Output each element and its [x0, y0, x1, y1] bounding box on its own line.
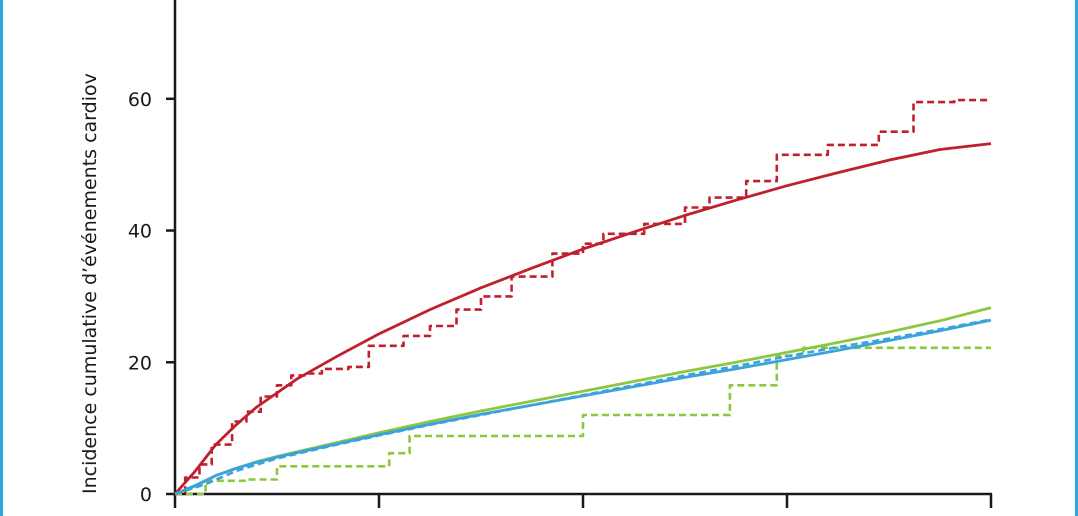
- y-axis-title: Incidence cumulative d’événements cardio…: [79, 73, 101, 494]
- y-tick-label: 40: [128, 221, 152, 243]
- series-line-3-solid: [174, 306, 992, 496]
- series-line-1-solid: [173, 142, 992, 495]
- y-tick-label: 0: [140, 484, 152, 506]
- series-line-6-dashed: [174, 318, 992, 496]
- axes: 0 20 40 60: [128, 0, 993, 508]
- series-line-2-dashed: [175, 98, 991, 496]
- series-line-4-dashed: [175, 346, 991, 496]
- y-tick-label: 60: [128, 89, 152, 111]
- series-group: [173, 98, 992, 496]
- y-tick-label: 20: [128, 352, 152, 374]
- chart: 0 20 40 60 Incidence cumulative d’événement…: [79, 0, 993, 508]
- series-line-5-solid: [174, 318, 992, 496]
